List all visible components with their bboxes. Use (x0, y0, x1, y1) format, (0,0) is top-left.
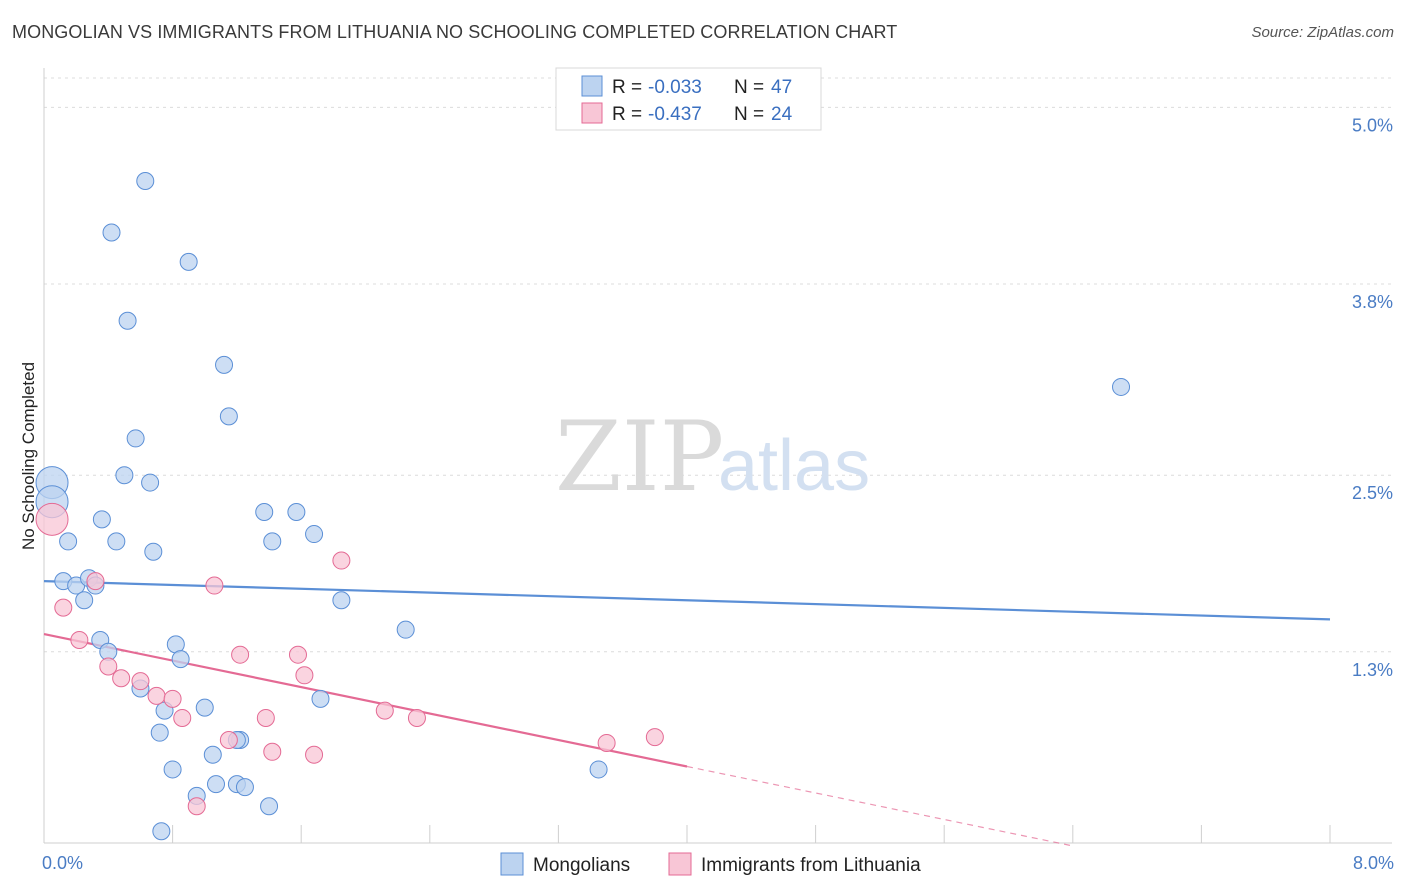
point-lithuania (99, 657, 118, 676)
point-mongolians (215, 355, 234, 374)
point-mongolians (115, 466, 134, 485)
point-mongolians (589, 760, 608, 779)
point-mongolians (59, 532, 78, 551)
point-lithuania (54, 598, 73, 617)
point-lithuania (173, 708, 192, 727)
point-lithuania (70, 630, 89, 649)
point-lithuania (147, 686, 166, 705)
legend-r-value: -0.033 (648, 77, 702, 98)
correlation-legend: R = -0.033 N = 47 R = -0.437 N = 24 (555, 67, 822, 131)
point-lithuania (305, 745, 324, 764)
y-tick-label: 1.3% (1352, 660, 1393, 680)
point-mongolians (1112, 377, 1131, 396)
legend-swatch-lithuania (668, 852, 692, 876)
legend-n-label: N = (734, 104, 764, 125)
legend-label-lithuania: Immigrants from Lithuania (701, 855, 921, 876)
point-lithuania (35, 502, 69, 536)
series-legend: Mongolians Immigrants from Lithuania (500, 852, 921, 876)
x-tick-label: 0.0% (42, 853, 83, 873)
watermark-zip: ZIP (555, 401, 724, 513)
point-mongolians (141, 473, 160, 492)
y-tick-label: 3.8% (1352, 292, 1393, 312)
trend-line-extension (686, 765, 1073, 847)
point-mongolians (171, 650, 190, 669)
point-mongolians (260, 797, 279, 816)
point-mongolians (396, 620, 415, 639)
point-mongolians (136, 171, 155, 190)
point-lithuania (263, 742, 282, 761)
point-mongolians (235, 778, 254, 797)
point-mongolians (163, 760, 182, 779)
trend-line-mongolians (43, 580, 1331, 621)
point-lithuania (256, 708, 275, 727)
point-lithuania (187, 797, 206, 816)
y-axis-title: No Schooling Completed (19, 362, 38, 550)
point-mongolians (102, 223, 121, 242)
point-mongolians (219, 407, 238, 426)
point-lithuania (407, 708, 426, 727)
legend-r-value: -0.437 (648, 104, 702, 125)
legend-n-label: N = (734, 77, 764, 98)
point-lithuania (597, 733, 616, 752)
point-mongolians (207, 775, 226, 794)
y-tick-label: 2.5% (1352, 483, 1393, 503)
point-mongolians (152, 822, 171, 841)
legend-swatch-blue (581, 75, 603, 97)
legend-r-label: R = (612, 104, 642, 125)
point-lithuania (112, 669, 131, 688)
point-lithuania (205, 576, 224, 595)
point-mongolians (75, 591, 94, 610)
point-mongolians (144, 542, 163, 561)
legend-swatch-mongolians (500, 852, 524, 876)
grid-lines (44, 77, 1392, 653)
point-mongolians (305, 525, 324, 544)
point-mongolians (195, 698, 214, 717)
legend-r-label: R = (612, 77, 642, 98)
point-mongolians (126, 429, 145, 448)
legend-label-mongolians: Mongolians (533, 855, 630, 876)
point-lithuania (131, 672, 150, 691)
point-lithuania (375, 701, 394, 720)
point-lithuania (86, 572, 105, 591)
point-mongolians (311, 689, 330, 708)
point-mongolians (118, 311, 137, 330)
point-lithuania (288, 645, 307, 664)
point-mongolians (332, 591, 351, 610)
legend-n-value: 24 (771, 104, 793, 125)
point-lithuania (231, 645, 250, 664)
tick-labels: 1.3% 2.5% 3.8% 5.0% 0.0% 8.0% (42, 115, 1394, 873)
point-lithuania (295, 666, 314, 685)
legend-swatch-pink (581, 102, 603, 124)
trend-line-lithuania (43, 633, 688, 768)
point-mongolians (107, 532, 126, 551)
watermark-atlas: atlas (718, 426, 870, 506)
point-mongolians (263, 532, 282, 551)
point-lithuania (163, 689, 182, 708)
point-lithuania (645, 728, 664, 747)
source-label: Source: ZipAtlas.com (1251, 24, 1394, 41)
point-mongolians (287, 502, 306, 521)
point-mongolians (179, 252, 198, 271)
point-lithuania (332, 551, 351, 570)
point-lithuania (219, 731, 238, 750)
point-mongolians (150, 723, 169, 742)
axes (43, 68, 1392, 844)
trend-lines (43, 580, 1331, 847)
point-mongolians (92, 510, 111, 529)
data-points (35, 171, 1131, 841)
chart-title: MONGOLIAN VS IMMIGRANTS FROM LITHUANIA N… (12, 22, 898, 42)
x-tick-label: 8.0% (1353, 853, 1394, 873)
point-mongolians (203, 745, 222, 764)
y-tick-label: 5.0% (1352, 115, 1393, 135)
point-mongolians (255, 502, 274, 521)
legend-n-value: 47 (771, 77, 792, 98)
